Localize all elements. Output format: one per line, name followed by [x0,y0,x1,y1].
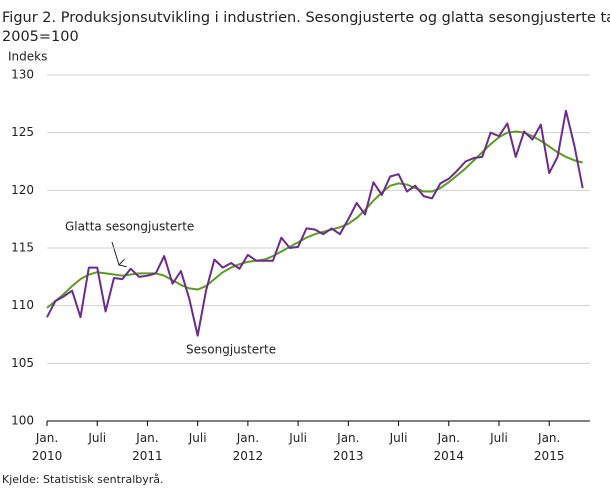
x-tick-label: Jan. 2013 [333,431,364,463]
y-tick-label: 105 [11,356,34,370]
x-tick-label: Juli [489,431,508,445]
y-tick-label: 120 [11,183,34,197]
chart-title: Figur 2. Produksjonsutvikling i industri… [2,10,610,26]
x-tick-label: Jan. 2015 [534,431,565,463]
y-tick-label: 125 [11,125,34,139]
source: Kjelde: Statistisk sentralbyrå. [2,473,164,486]
x-tick-label: Jan. 2014 [433,431,464,463]
y-tick-label: 115 [11,241,34,255]
x-tick-label: Juli [389,431,408,445]
x-tick-label: Jan. 2010 [32,431,63,463]
y-tick-label: 110 [11,298,34,312]
x-tick-label: Juli [87,431,106,445]
chart-subtitle: 2005=100 [2,29,79,45]
y-tick-label: 100 [11,414,34,428]
annotation-arrow [111,241,119,265]
y-tick-label: 130 [11,68,34,82]
annotation: Sesongjusterte [186,343,276,357]
series-line [46,109,584,337]
x-tick-label: Juli [288,431,307,445]
x-tick-label: Jan. 2011 [132,431,163,463]
annotation: Glatta sesongjusterte [65,220,194,234]
x-tick-label: Jan. 2012 [233,431,264,463]
x-tick-label: Juli [188,431,207,445]
y-axis-label: Indeks [8,50,47,64]
